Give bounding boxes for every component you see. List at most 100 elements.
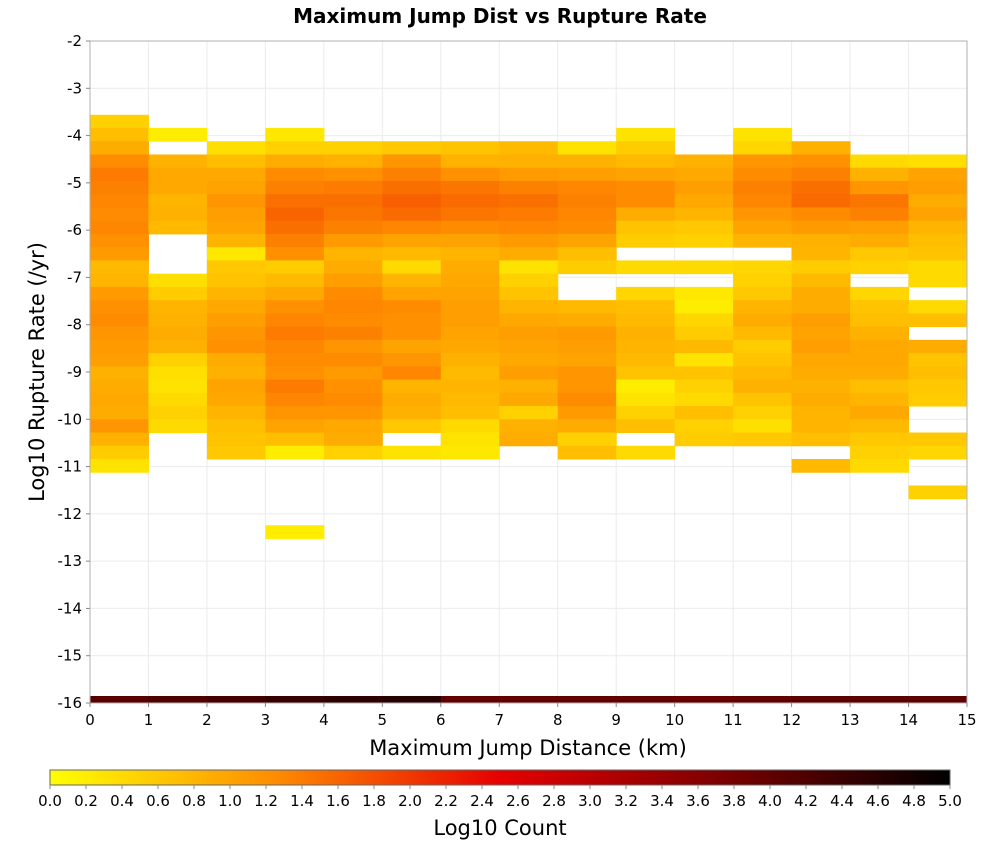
heatmap-cell bbox=[148, 180, 208, 195]
heatmap-cell bbox=[440, 194, 500, 208]
heatmap-cell bbox=[382, 220, 442, 235]
heatmap-cell bbox=[90, 154, 149, 169]
heatmap-cell bbox=[206, 260, 266, 275]
heatmap-cell bbox=[616, 366, 676, 381]
x-tick-label: 9 bbox=[611, 711, 621, 729]
heatmap-cell bbox=[206, 406, 266, 420]
colorbar-tick-label: 2.8 bbox=[542, 792, 566, 810]
heatmap-cell bbox=[323, 207, 383, 222]
heatmap-cell bbox=[733, 154, 793, 169]
heatmap-cell bbox=[616, 128, 676, 142]
colorbar-tick-label: 3.0 bbox=[578, 792, 602, 810]
heatmap-cell bbox=[265, 313, 325, 328]
heatmap-cell bbox=[499, 167, 559, 182]
heatmap-cell bbox=[206, 141, 266, 155]
heatmap-cell bbox=[382, 445, 442, 460]
heatmap-cell bbox=[90, 326, 149, 341]
colorbar-tick-label: 1.8 bbox=[362, 792, 386, 810]
heatmap-cell bbox=[674, 220, 734, 235]
heatmap-cell bbox=[850, 379, 910, 394]
heatmap-cell bbox=[148, 220, 208, 235]
heatmap-cell bbox=[908, 167, 968, 182]
x-tick-label: 2 bbox=[202, 711, 212, 729]
heatmap-cell bbox=[499, 366, 559, 381]
heatmap-cell bbox=[908, 392, 968, 407]
heatmap-cell bbox=[557, 247, 617, 261]
heatmap-cell bbox=[382, 379, 442, 394]
heatmap-cell bbox=[90, 167, 149, 182]
heatmap-cell bbox=[674, 406, 734, 420]
colorbar-tick-label: 1.2 bbox=[254, 792, 278, 810]
heatmap-cell bbox=[382, 339, 442, 354]
heatmap-cell bbox=[323, 194, 383, 208]
heatmap-cell bbox=[557, 339, 617, 354]
heatmap-cell bbox=[791, 260, 851, 275]
heatmap-cell bbox=[791, 180, 851, 195]
x-tick-label: 13 bbox=[841, 711, 860, 729]
heatmap-cell bbox=[499, 141, 559, 155]
heatmap-cell bbox=[616, 220, 676, 235]
heatmap-cell bbox=[733, 406, 793, 420]
heatmap-cell bbox=[850, 459, 910, 473]
heatmap-cell bbox=[90, 114, 149, 129]
heatmap-cell bbox=[791, 366, 851, 381]
heatmap-cell bbox=[850, 326, 910, 341]
heatmap-cell bbox=[440, 406, 500, 420]
heatmap-cell bbox=[90, 419, 149, 434]
heatmap-cell bbox=[908, 366, 968, 381]
y-tick-label: -16 bbox=[58, 694, 83, 712]
x-axis-label: Maximum Jump Distance (km) bbox=[369, 736, 687, 760]
heatmap-cell bbox=[908, 220, 968, 235]
heatmap-cell bbox=[323, 154, 383, 169]
heatmap-cell bbox=[265, 300, 325, 314]
heatmap-cell bbox=[206, 247, 266, 261]
y-tick-label: -12 bbox=[58, 505, 83, 523]
heatmap-cell bbox=[908, 233, 968, 248]
heatmap-cell bbox=[616, 313, 676, 328]
heatmap-cell bbox=[733, 194, 793, 208]
bottom-strip-cell bbox=[148, 696, 208, 703]
heatmap-cell bbox=[265, 392, 325, 407]
y-tick-label: -13 bbox=[58, 552, 83, 570]
heatmap-cell bbox=[265, 128, 325, 142]
heatmap-cell bbox=[557, 194, 617, 208]
heatmap-cell bbox=[791, 419, 851, 434]
heatmap-cell bbox=[908, 379, 968, 394]
heatmap-cell bbox=[674, 339, 734, 354]
heatmap-cell bbox=[557, 260, 617, 275]
heatmap-cell bbox=[791, 313, 851, 328]
heatmap-cell bbox=[440, 220, 500, 235]
heatmap-cell bbox=[850, 300, 910, 314]
heatmap-cell bbox=[499, 432, 559, 447]
heatmap-cell bbox=[674, 300, 734, 314]
heatmap-cell bbox=[733, 419, 793, 434]
heatmap-cell bbox=[850, 406, 910, 420]
heatmap-cell bbox=[206, 432, 266, 447]
heatmap-cell bbox=[733, 379, 793, 394]
heatmap-cell bbox=[733, 167, 793, 182]
heatmap-cell bbox=[382, 286, 442, 301]
heatmap-cell bbox=[850, 419, 910, 434]
heatmap-cell bbox=[323, 339, 383, 354]
heatmap-cell bbox=[323, 432, 383, 447]
heatmap-cell bbox=[791, 353, 851, 367]
chart-title: Maximum Jump Dist vs Rupture Rate bbox=[293, 4, 707, 28]
heatmap-cell bbox=[148, 167, 208, 182]
colorbar-tick-label: 5.0 bbox=[938, 792, 962, 810]
heatmap-cell bbox=[90, 194, 149, 208]
heatmap-cell bbox=[499, 419, 559, 434]
heatmap-cell bbox=[323, 392, 383, 407]
heatmap-cell bbox=[440, 326, 500, 341]
heatmap-cell bbox=[674, 379, 734, 394]
heatmap-cell bbox=[90, 260, 149, 275]
heatmap-cell bbox=[850, 194, 910, 208]
heatmap-cell bbox=[499, 233, 559, 248]
heatmap-cell bbox=[616, 286, 676, 301]
heatmap-cell bbox=[265, 194, 325, 208]
heatmap-cell bbox=[499, 353, 559, 367]
heatmap-cell bbox=[850, 445, 910, 460]
bottom-strip-cell bbox=[206, 696, 266, 703]
heatmap-cell bbox=[265, 286, 325, 301]
colorbar-tick-label: 2.4 bbox=[470, 792, 494, 810]
heatmap-cell bbox=[323, 379, 383, 394]
